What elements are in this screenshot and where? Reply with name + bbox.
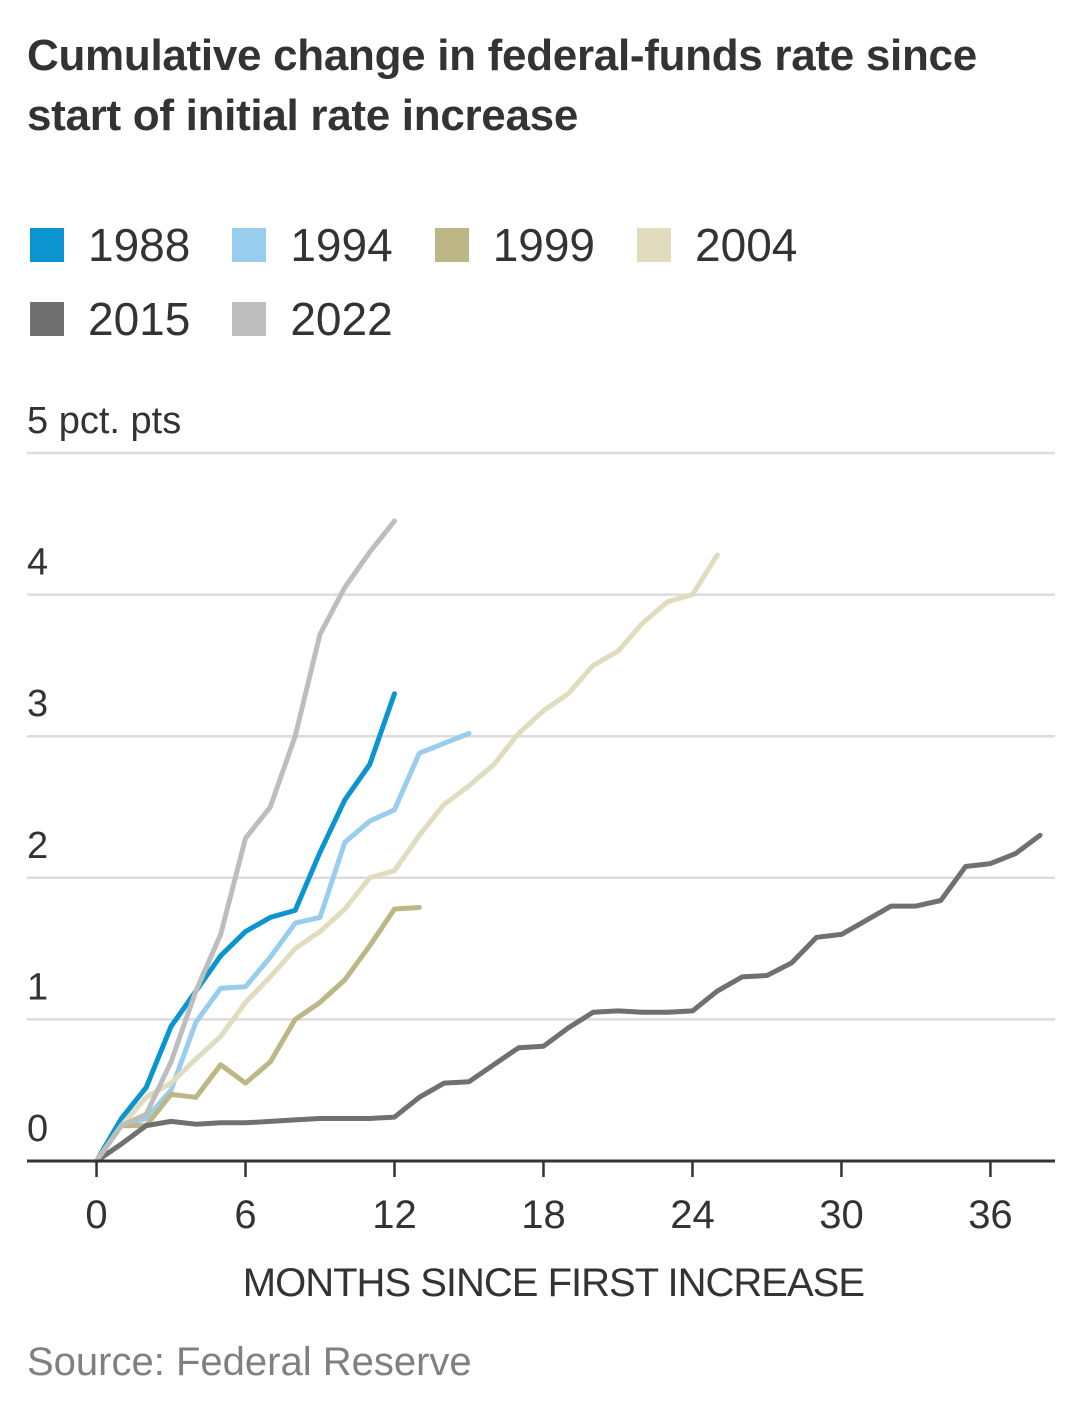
legend-item-2015: 2015 [30,292,190,346]
legend-item-2022: 2022 [232,292,393,346]
y-tick-label: 1 [27,966,48,1008]
series-line-2015 [94,832,1043,1164]
legend: 1988 1994 1999 2004 2015 2022 [30,208,1050,356]
chart-title: Cumulative change in federal-funds rate … [27,31,977,140]
legend-label: 2015 [88,293,191,345]
legend-item-1999: 1999 [434,218,596,272]
series-line-1999 [94,905,422,1164]
x-tick-label: 6 [234,1193,256,1237]
legend-label: 1988 [88,219,191,271]
legend-swatch [30,228,64,262]
legend-item-1988: 1988 [30,218,190,272]
legend-label: 1999 [492,219,596,271]
legend-label: 2022 [290,293,393,345]
series-line-1988 [94,691,397,1164]
legend-swatch [434,228,469,262]
legend-swatch [637,228,672,262]
x-axis-title: MONTHS SINCE FIRST INCREASE [243,1261,864,1305]
legend-swatch [30,302,64,336]
x-tick-label: 36 [968,1193,1013,1237]
y-tick-label: 0 [27,1108,48,1150]
x-tick-label: 24 [670,1193,715,1237]
x-tick-label: 18 [521,1193,566,1237]
legend-swatch [232,302,267,336]
legend-item-2004: 2004 [637,218,797,272]
legend-row: 2015 2022 [30,282,1050,356]
y-tick-label: 2 [27,825,48,867]
series-line-2004 [94,552,720,1164]
legend-row: 1988 1994 1999 2004 [30,208,1050,282]
x-tick-label: 12 [372,1193,417,1237]
y-tick-label: 3 [27,683,48,725]
source-note: Source: Federal Reserve [27,1340,472,1384]
x-tick-label: 0 [85,1193,107,1237]
x-tick-label: 30 [819,1193,864,1237]
legend-item-1994: 1994 [232,218,393,272]
series-line-2022 [94,518,397,1164]
legend-label: 1994 [290,219,393,271]
legend-swatch [232,228,267,262]
y-tick-label: 4 [27,542,48,584]
legend-label: 2004 [695,219,798,271]
y-tick-label: 5 pct. pts [27,400,181,442]
series-line-1994 [94,730,472,1164]
